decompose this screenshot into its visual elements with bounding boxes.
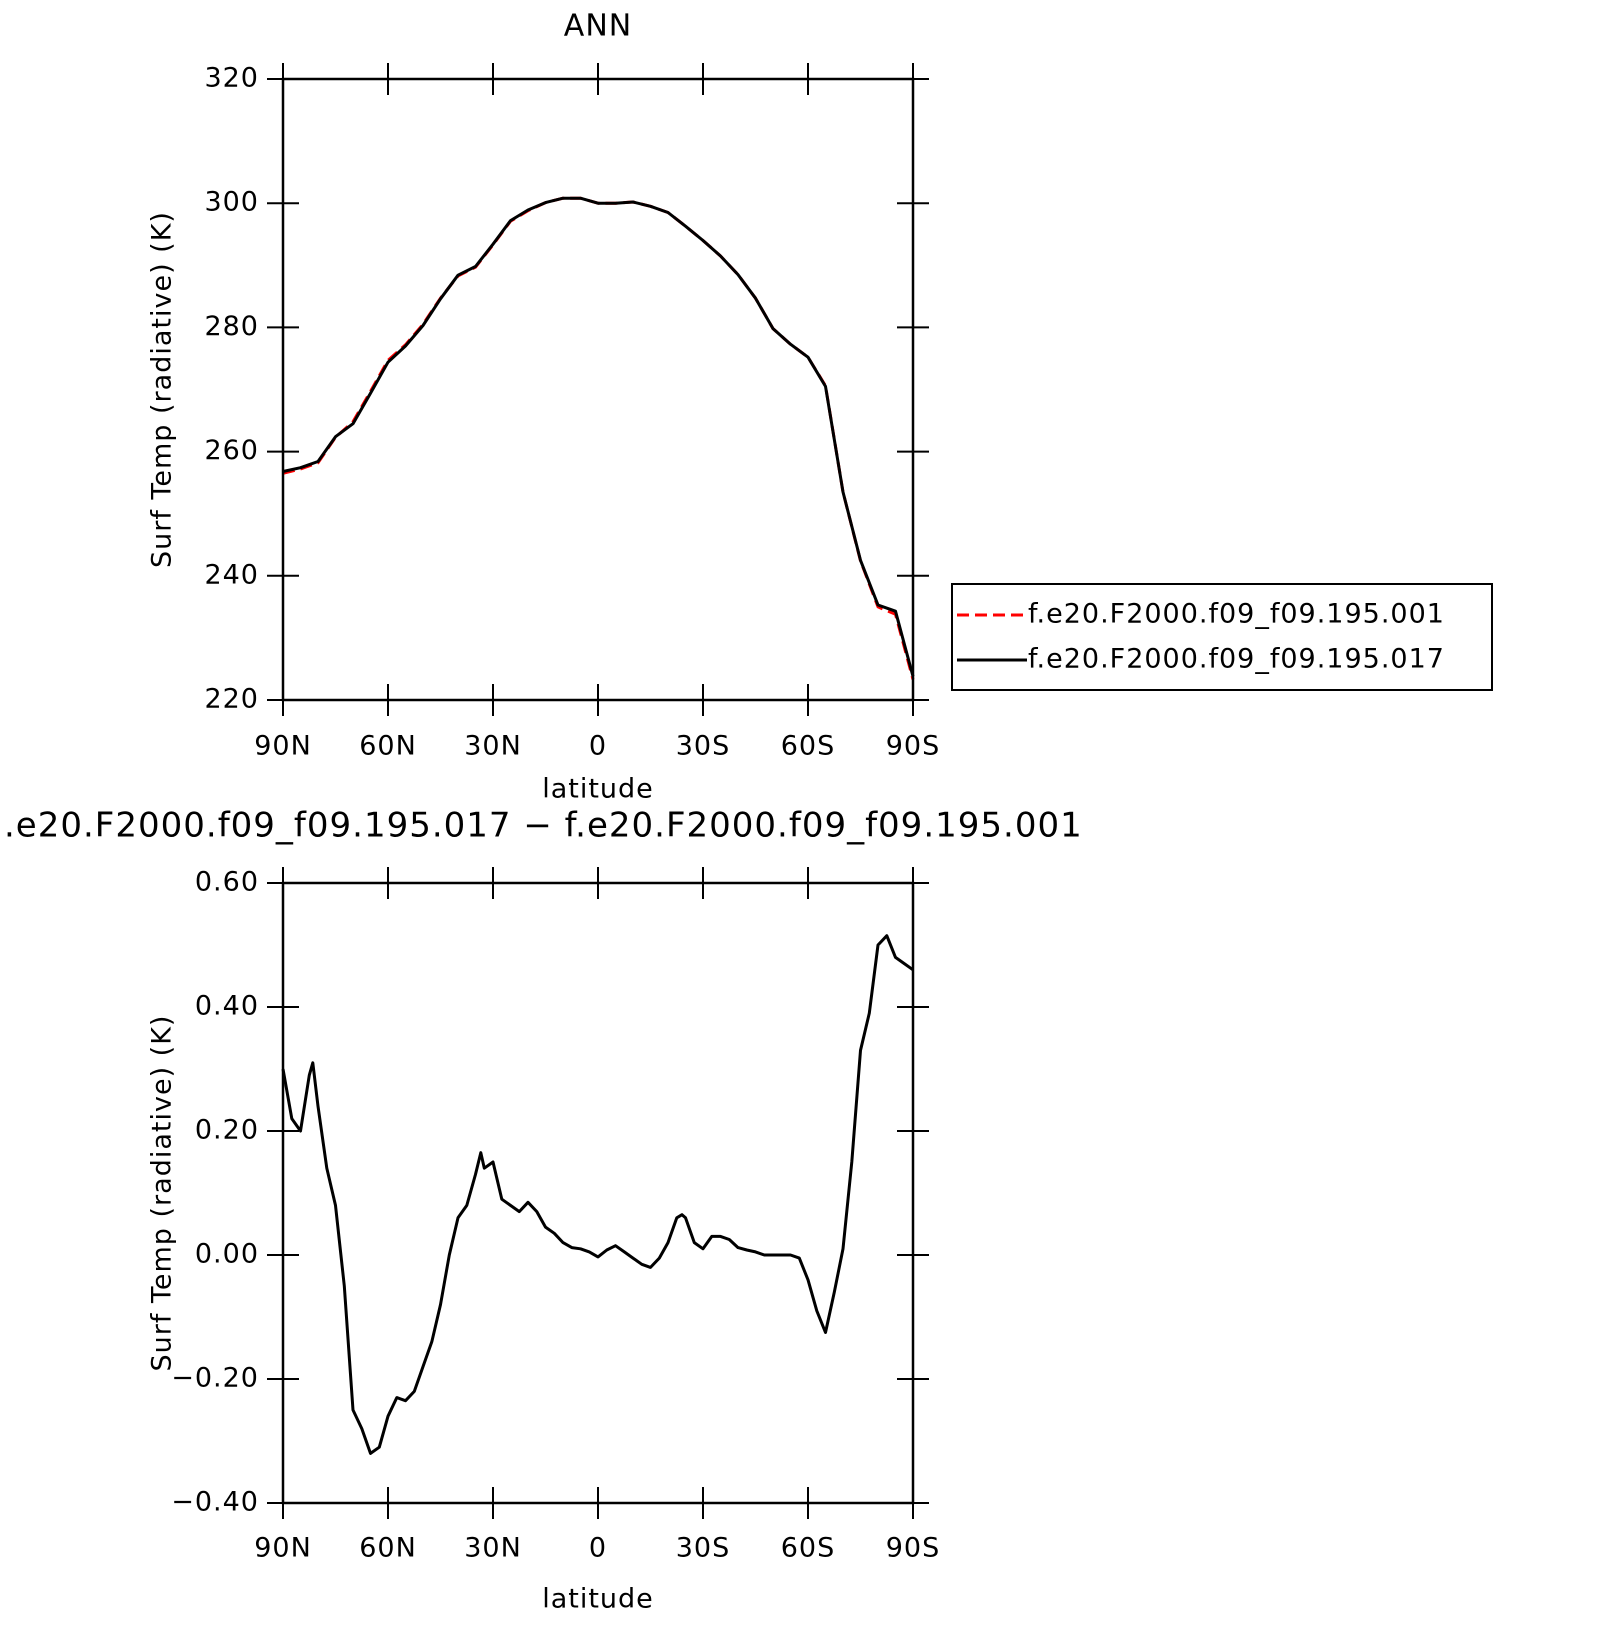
x-tick-label: 60N — [359, 731, 417, 762]
data-line — [282, 196, 915, 680]
x-tick-label: 0 — [589, 731, 607, 762]
x-tick-label: 30S — [676, 1533, 731, 1564]
y-tick-label: 300 — [204, 187, 259, 218]
x-tick-label: 30S — [676, 731, 731, 762]
legend-label: f.e20.F2000.f09_f09.195.017 — [1028, 644, 1445, 675]
y-tick-label: 0.20 — [195, 1115, 259, 1146]
x-tick-label: 90N — [254, 731, 312, 762]
legend-label: f.e20.F2000.f09_f09.195.001 — [1028, 599, 1445, 630]
x-tick-label: 90S — [886, 731, 941, 762]
x-axis-label: latitude — [542, 774, 654, 805]
chart-title: ANN — [564, 9, 632, 44]
legend-box — [951, 583, 1493, 691]
y-tick-label: 0.00 — [195, 1239, 259, 1270]
y-tick-label: 220 — [204, 684, 259, 715]
x-tick-label: 30N — [464, 1533, 522, 1564]
y-tick-label: −0.20 — [171, 1363, 259, 1394]
y-tick-label: 240 — [204, 559, 259, 590]
y-tick-label: 0.60 — [195, 867, 259, 898]
plot-frame — [281, 881, 915, 1505]
x-tick-label: 90S — [886, 1533, 941, 1564]
y-tick-label: 0.40 — [195, 991, 259, 1022]
plot-frame — [281, 77, 915, 702]
y-axis-label: Surf Temp (radiative) (K) — [147, 1015, 178, 1372]
data-line — [282, 196, 915, 677]
x-tick-label: 60S — [781, 1533, 836, 1564]
x-tick-label: 0 — [589, 1533, 607, 1564]
x-tick-label: 60S — [781, 731, 836, 762]
y-tick-label: 320 — [204, 63, 259, 94]
x-tick-label: 60N — [359, 1533, 417, 1564]
x-tick-label: 30N — [464, 731, 522, 762]
x-tick-label: 90N — [254, 1533, 312, 1564]
y-tick-label: 260 — [204, 435, 259, 466]
x-axis-label: latitude — [542, 1584, 654, 1615]
y-tick-label: 280 — [204, 311, 259, 342]
y-axis-label: Surf Temp (radiative) (K) — [147, 211, 178, 568]
data-line — [281, 934, 914, 1455]
y-tick-label: −0.40 — [171, 1487, 259, 1518]
chart-title: .e20.F2000.f09_f09.195.017 − f.e20.F2000… — [4, 806, 1083, 846]
